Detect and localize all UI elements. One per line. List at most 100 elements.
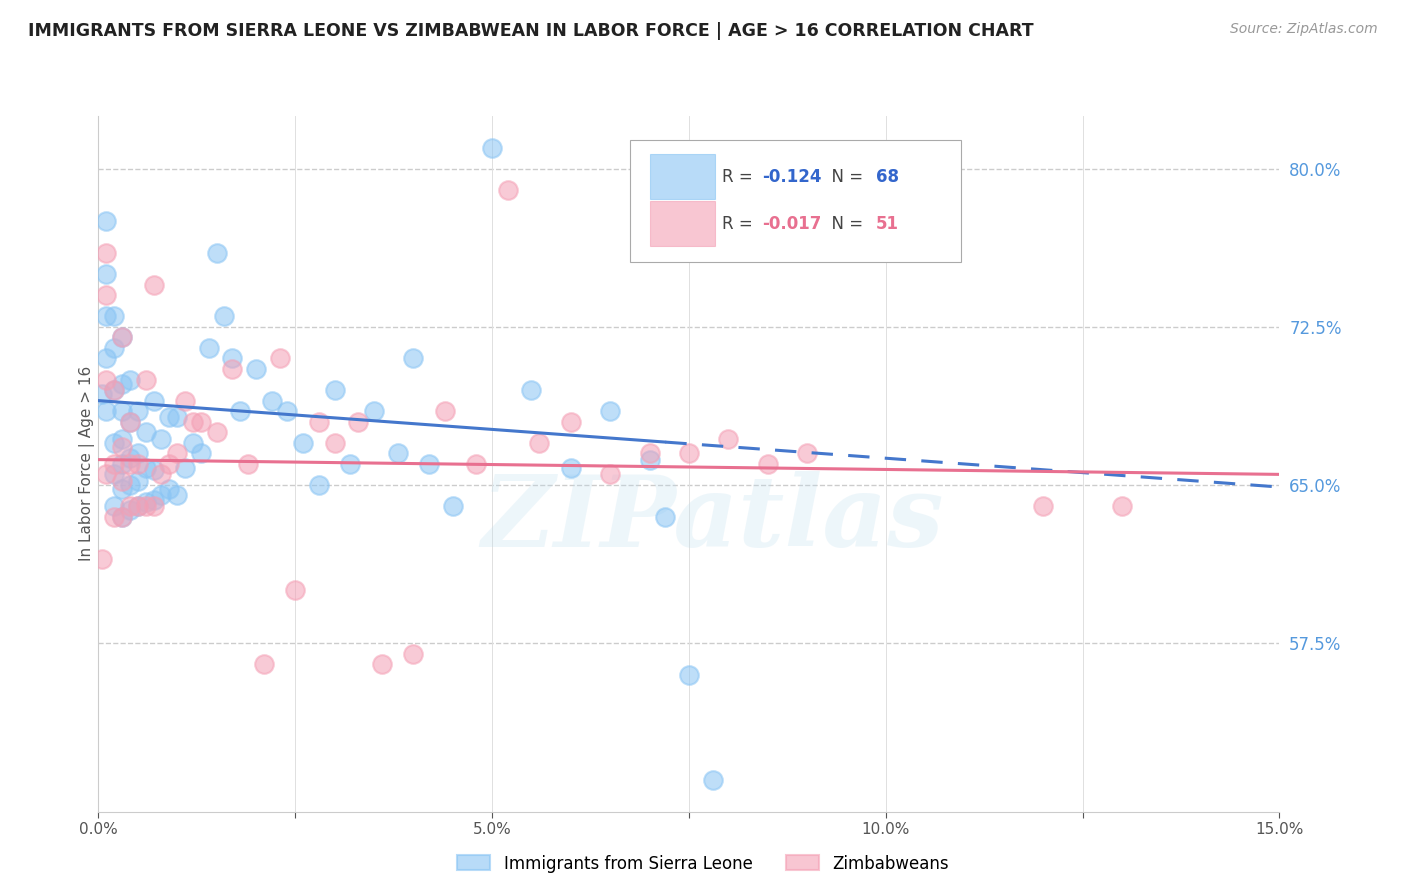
Point (111, 404, 134, 418)
Point (638, 452, 661, 467)
Point (433, 404, 456, 418)
Point (96, 214, 118, 228)
Point (363, 404, 385, 418)
Point (308, 415, 330, 429)
Point (371, 657, 394, 672)
Point (135, 425, 157, 440)
Text: R =: R = (723, 215, 758, 233)
Text: 68: 68 (876, 169, 898, 186)
Point (118, 415, 141, 429)
Point (166, 410, 188, 425)
Text: Source: ZipAtlas.com: Source: ZipAtlas.com (1230, 22, 1378, 37)
Point (284, 583, 307, 598)
Point (96, 351, 118, 366)
Point (190, 446, 212, 460)
Point (118, 457, 141, 471)
Point (276, 404, 298, 418)
Point (174, 393, 197, 408)
Point (418, 457, 440, 471)
FancyBboxPatch shape (650, 154, 714, 200)
Point (118, 503, 141, 517)
Point (135, 461, 157, 475)
Point (1111, 499, 1133, 513)
Point (111, 509, 134, 524)
Point (118, 450, 141, 465)
Point (308, 478, 330, 492)
Point (111, 440, 134, 454)
Point (214, 310, 236, 324)
Text: R =: R = (723, 169, 758, 186)
Point (135, 499, 157, 513)
Point (127, 404, 149, 418)
Point (111, 376, 134, 391)
Point (96, 467, 118, 482)
Point (127, 499, 149, 513)
Point (702, 773, 724, 788)
Point (245, 362, 267, 376)
Point (96, 288, 118, 302)
Point (111, 330, 134, 344)
Point (197, 341, 219, 355)
Point (127, 457, 149, 471)
Text: N =: N = (821, 215, 869, 233)
Text: -0.124: -0.124 (762, 169, 821, 186)
Point (166, 446, 188, 460)
Point (756, 457, 779, 471)
Point (599, 467, 621, 482)
Point (103, 383, 125, 397)
Point (181, 415, 204, 429)
Point (111, 432, 134, 446)
Point (142, 463, 165, 477)
Point (347, 415, 370, 429)
Point (441, 499, 464, 513)
Point (269, 351, 291, 366)
Point (190, 415, 212, 429)
Point (157, 410, 180, 425)
FancyBboxPatch shape (650, 201, 714, 246)
Point (96, 310, 118, 324)
Point (111, 509, 134, 524)
Point (654, 509, 676, 524)
Point (678, 446, 700, 460)
Point (292, 435, 315, 450)
Point (150, 467, 173, 482)
Point (103, 499, 125, 513)
Text: 51: 51 (876, 215, 898, 233)
Point (678, 667, 700, 681)
Point (150, 488, 173, 502)
Point (229, 404, 252, 418)
Point (96, 267, 118, 281)
Text: -0.017: -0.017 (762, 215, 821, 233)
Point (465, 457, 488, 471)
Point (118, 415, 141, 429)
Point (166, 488, 188, 502)
Text: N =: N = (821, 169, 869, 186)
Point (157, 482, 180, 496)
Text: IMMIGRANTS FROM SIERRA LEONE VS ZIMBABWEAN IN LABOR FORCE | AGE > 16 CORRELATION: IMMIGRANTS FROM SIERRA LEONE VS ZIMBABWE… (28, 22, 1033, 40)
Point (260, 393, 283, 408)
Point (205, 425, 228, 440)
Point (142, 492, 165, 507)
Point (496, 183, 519, 197)
Point (560, 461, 582, 475)
Point (520, 383, 543, 397)
Point (96, 246, 118, 260)
Point (387, 446, 409, 460)
Point (150, 432, 173, 446)
Point (111, 482, 134, 496)
Point (142, 393, 165, 408)
Point (402, 647, 425, 661)
Point (103, 341, 125, 355)
Text: ZIPatlas: ZIPatlas (481, 471, 943, 567)
Point (96, 404, 118, 418)
Point (221, 351, 243, 366)
Point (118, 372, 141, 386)
Point (127, 446, 149, 460)
Point (127, 474, 149, 488)
Point (118, 499, 141, 513)
Point (560, 415, 582, 429)
Point (205, 246, 228, 260)
Point (221, 362, 243, 376)
Point (135, 495, 157, 509)
Point (638, 446, 661, 460)
